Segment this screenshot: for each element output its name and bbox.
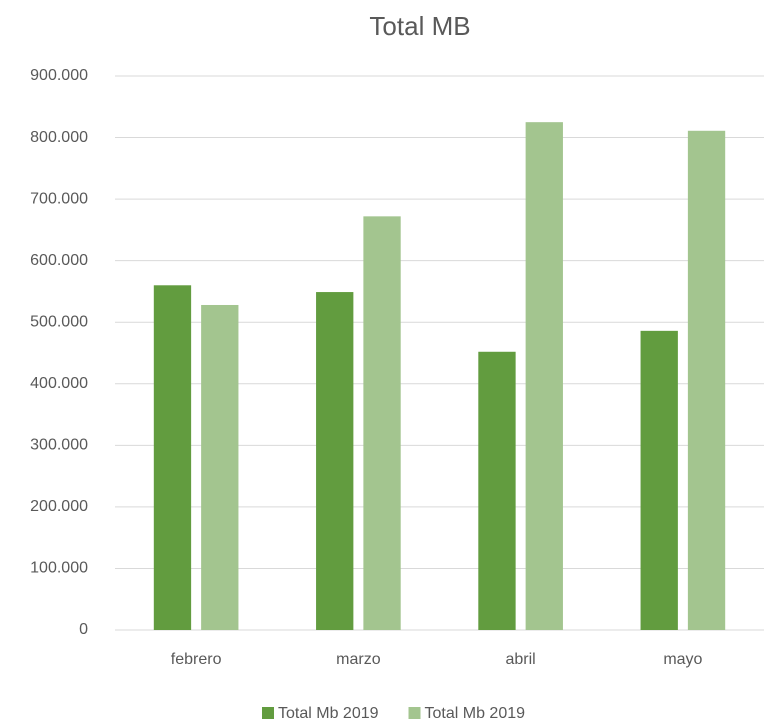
bar: [525, 122, 563, 631]
x-tick-label: mayo: [663, 651, 702, 668]
y-tick-label: 800.000: [30, 129, 88, 146]
y-tick-label: 900.000: [30, 67, 88, 84]
legend-swatch: [408, 707, 421, 719]
legend-label: Total Mb 2019: [425, 705, 526, 722]
y-tick-label: 700.000: [30, 190, 88, 207]
y-tick-label: 300.000: [30, 437, 88, 454]
y-tick-label: 500.000: [30, 313, 88, 330]
y-tick-label: 400.000: [30, 375, 88, 392]
chart-title: Total MB: [369, 11, 470, 41]
legend-label: Total Mb 2019: [278, 705, 379, 722]
bar: [363, 216, 401, 630]
y-tick-label: 200.000: [30, 498, 88, 515]
bar: [316, 292, 354, 630]
bar: [201, 304, 239, 630]
legend-swatch: [262, 707, 274, 719]
y-tick-label: 600.000: [30, 252, 88, 269]
x-tick-label: febrero: [171, 651, 222, 668]
x-tick-label: marzo: [336, 651, 381, 668]
bar: [153, 285, 192, 630]
y-tick-label: 100.000: [30, 560, 88, 577]
bar: [640, 330, 678, 630]
y-tick-label: 0: [79, 621, 88, 638]
bar: [478, 351, 516, 630]
x-tick-label: abril: [506, 651, 536, 668]
bar: [687, 130, 726, 631]
